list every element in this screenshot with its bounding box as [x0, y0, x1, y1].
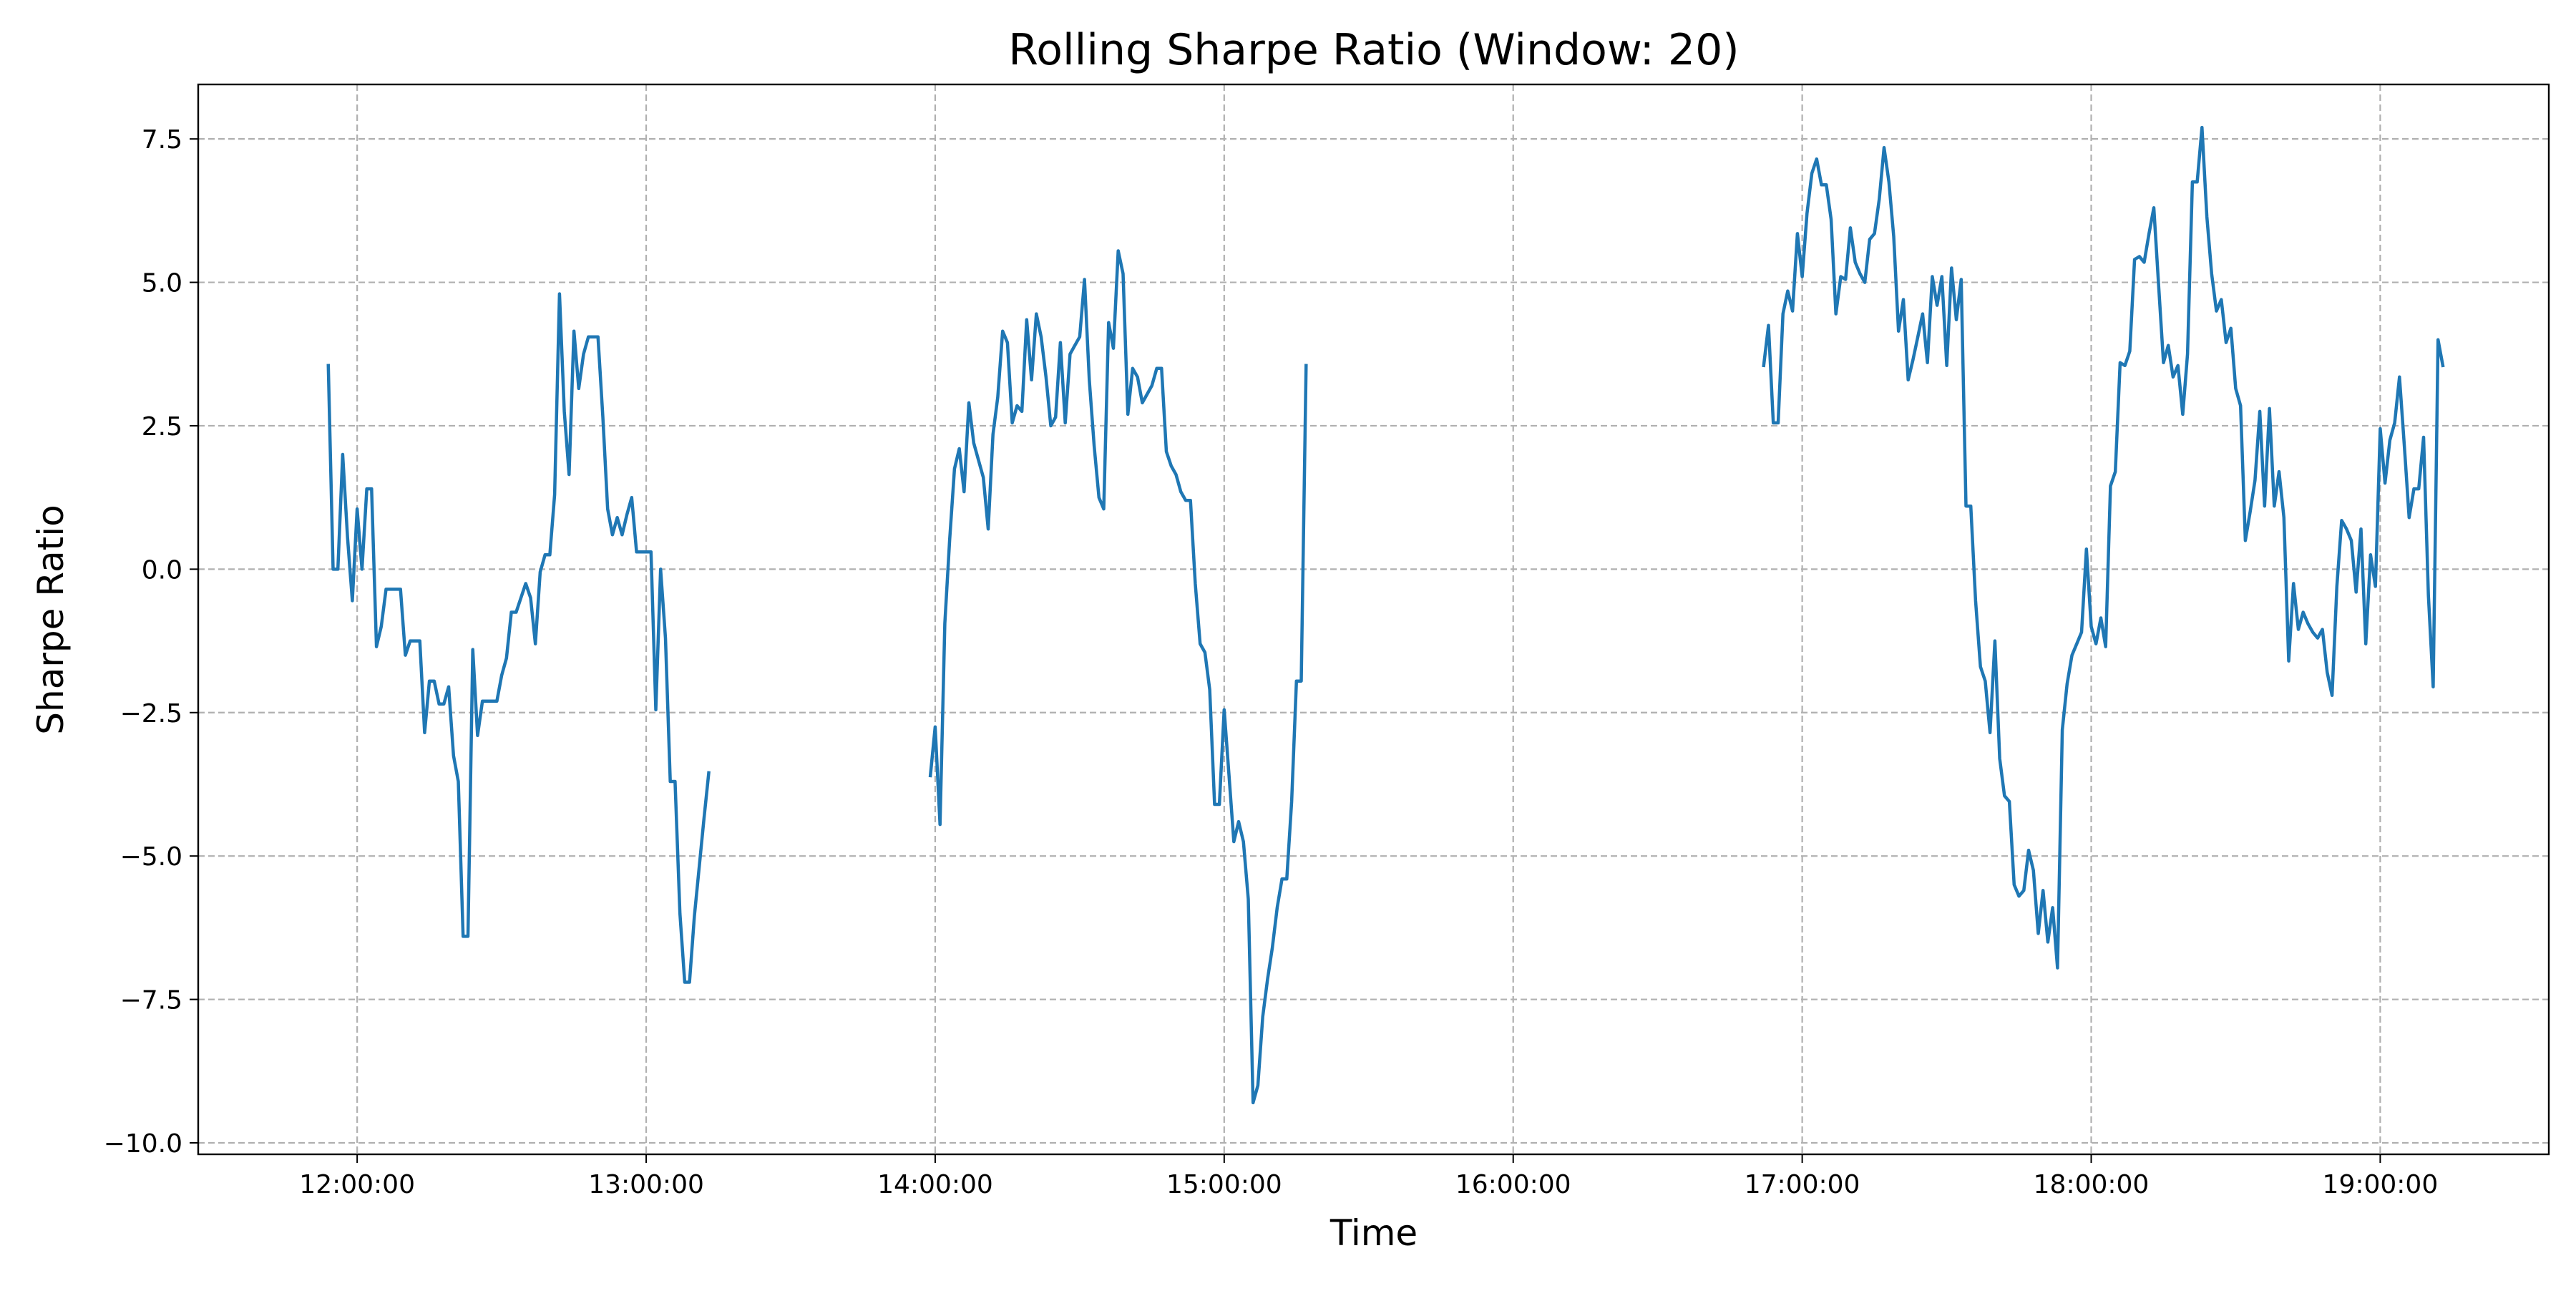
x-tick-label: 17:00:00 [1745, 1170, 1860, 1199]
data-series [326, 125, 2445, 1105]
x-axis-ticks: 12:00:00 13:00:00 14:00:00 15:00:00 16:00:00… [299, 1154, 2438, 1199]
x-tick-label: 19:00:00 [2323, 1170, 2439, 1199]
series-line-segment [326, 292, 711, 984]
y-tick-label: −10.0 [104, 1129, 182, 1159]
x-axis-label: Time [1330, 1212, 1418, 1254]
x-tick-label: 12:00:00 [299, 1170, 415, 1199]
y-tick-label: 5.0 [142, 269, 182, 298]
y-tick-label: −2.5 [120, 699, 182, 729]
x-tick-label: 18:00:00 [2034, 1170, 2150, 1199]
x-tick-label: 15:00:00 [1166, 1170, 1282, 1199]
y-axis-ticks: 7.5 5.0 2.5 0.0 −2.5 −5.0 −7.5 −10.0 [104, 125, 198, 1159]
y-axis-label: Sharpe Ratio [30, 505, 72, 734]
series-line-segment [928, 249, 1308, 1105]
series-line-segment [1762, 125, 2445, 970]
y-tick-label: 7.5 [142, 125, 182, 155]
plot-frame [197, 83, 2550, 1156]
y-tick-label: −7.5 [120, 986, 182, 1015]
chart-title: Rolling Sharpe Ratio (Window: 20) [1008, 25, 1739, 75]
y-tick-label: 0.0 [142, 555, 182, 585]
x-tick-label: 14:00:00 [877, 1170, 993, 1199]
x-tick-label: 16:00:00 [1455, 1170, 1571, 1199]
y-tick-label: −5.0 [120, 842, 182, 872]
y-tick-label: 2.5 [142, 412, 182, 442]
x-tick-label: 13:00:00 [588, 1170, 704, 1199]
